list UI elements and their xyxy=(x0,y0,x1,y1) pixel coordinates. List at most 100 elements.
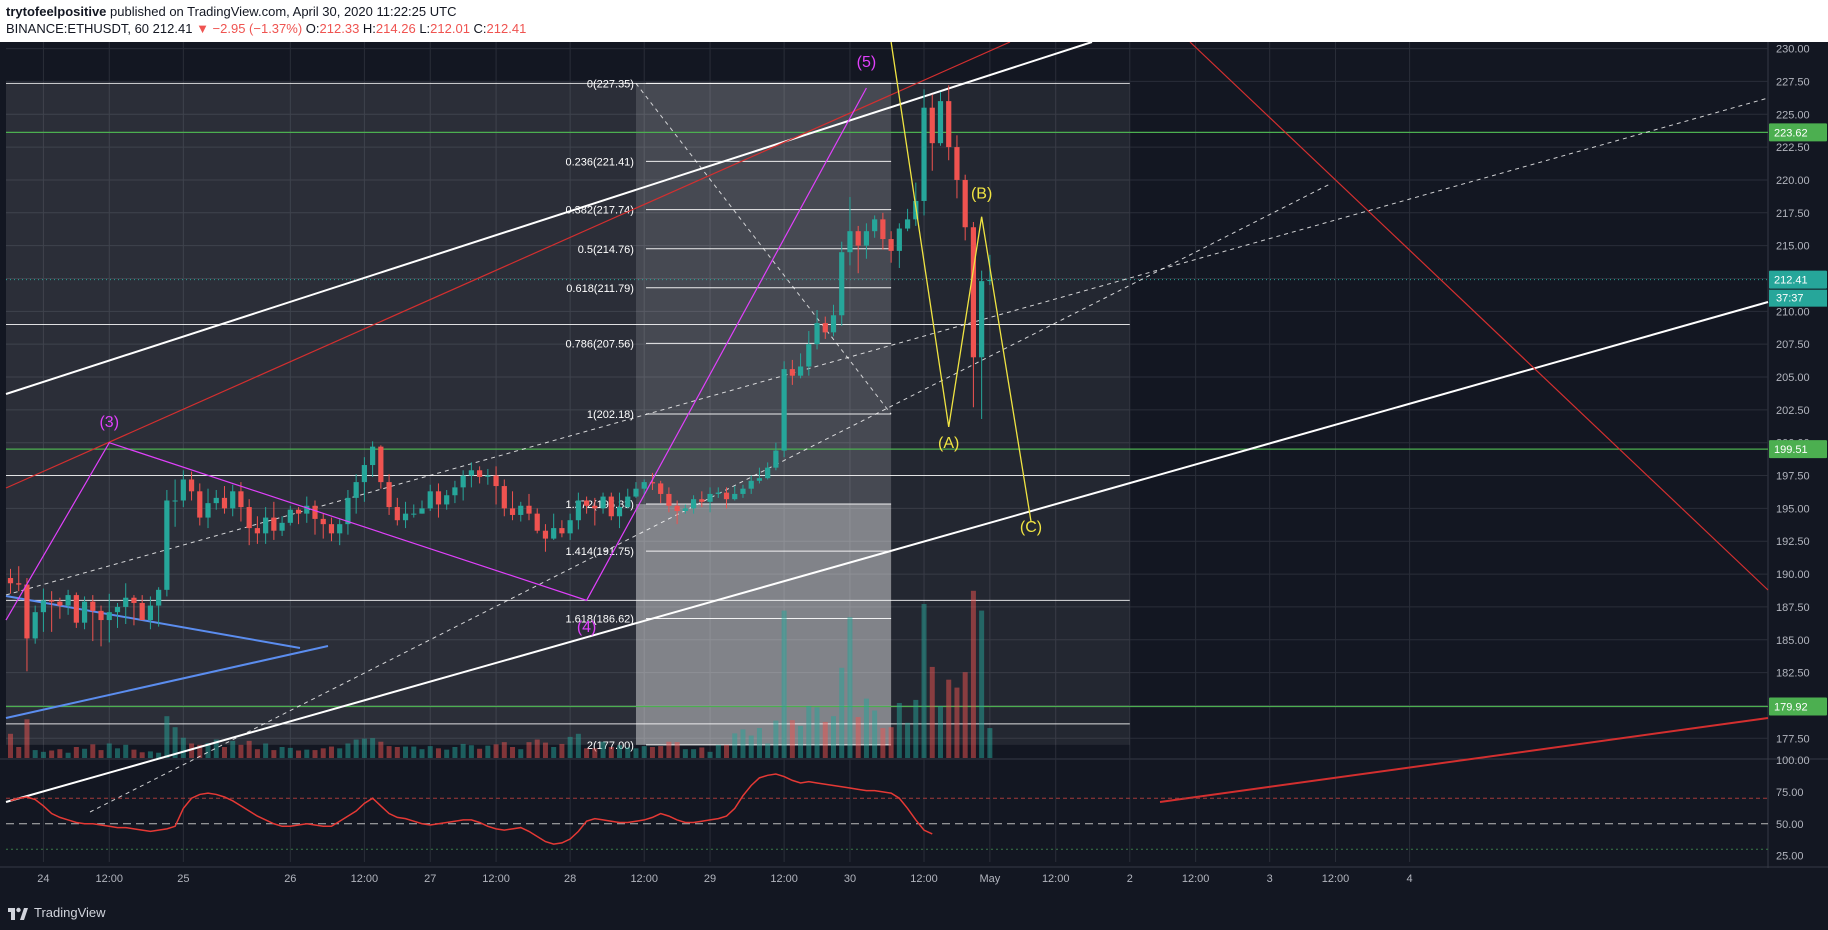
rsi-tick-label: 75.00 xyxy=(1776,787,1804,799)
price-tick-label: 210.00 xyxy=(1776,306,1810,318)
author-name[interactable]: trytofeelpositive xyxy=(6,4,107,19)
candle-body xyxy=(666,493,672,506)
volume-bar xyxy=(551,747,557,758)
volume-bar xyxy=(756,728,762,758)
fib-level-label: 2(177.00) xyxy=(587,740,634,752)
candle-body xyxy=(690,499,697,509)
volume-bar xyxy=(312,750,318,758)
candle-body xyxy=(361,465,367,483)
fib-level-label: 1.272(195.33) xyxy=(565,499,634,511)
volume-bar xyxy=(328,746,334,758)
chart-area[interactable]: 0(227.35) 0.236(221.41) 0.382(217.74) 0.5(2… xyxy=(0,42,1828,930)
time-tick-label: 12:00 xyxy=(770,873,798,885)
volume-bar xyxy=(304,749,310,758)
fib-level-label: 0.5(214.76) xyxy=(578,244,634,256)
volume-bar xyxy=(847,617,853,758)
symbol-label[interactable]: BINANCE:ETHUSDT, 60 xyxy=(6,21,150,36)
time-tick-label: 12:00 xyxy=(1322,873,1350,885)
chart-canvas[interactable]: 0(227.35) 0.236(221.41) 0.382(217.74) 0.5(2… xyxy=(0,42,1828,930)
volume-bar xyxy=(65,752,71,758)
volume-bar xyxy=(929,666,935,758)
candle-body xyxy=(559,528,565,534)
candle-body xyxy=(139,602,145,621)
rsi-line xyxy=(10,773,933,845)
volume-bar xyxy=(617,745,623,758)
candle-body xyxy=(509,508,516,515)
volume-bar xyxy=(765,743,771,758)
candle-body xyxy=(723,492,730,500)
candle-body xyxy=(674,505,680,512)
volume-bar xyxy=(625,747,631,758)
volume-bar xyxy=(197,744,203,758)
volume-bar xyxy=(82,748,88,758)
open-value: 212.33 xyxy=(319,21,360,36)
price-tick-label: 187.50 xyxy=(1776,602,1810,614)
candle-body xyxy=(337,524,343,534)
fib-level-label: 0.618(211.79) xyxy=(566,283,634,295)
price-tick-label: 215.00 xyxy=(1776,241,1810,253)
volume-bar xyxy=(24,719,30,758)
candle-body xyxy=(213,497,219,504)
wave-label: (A) xyxy=(938,435,959,452)
volume-bar xyxy=(468,745,474,758)
wave-label: (C) xyxy=(1020,519,1042,536)
volume-bar xyxy=(724,744,730,758)
volume-bar xyxy=(205,743,211,758)
fib-level-label: 1.414(191.75) xyxy=(565,546,634,558)
volume-bar xyxy=(172,727,178,758)
price-tick-label: 192.50 xyxy=(1776,536,1810,548)
candle-body xyxy=(575,500,581,521)
high-label: H: xyxy=(362,21,376,36)
volume-bar xyxy=(98,750,104,758)
countdown-badge: 37:37 xyxy=(1776,293,1804,305)
volume-bar xyxy=(518,749,524,758)
volume-bar xyxy=(666,741,672,758)
volume-bar xyxy=(230,740,236,758)
volume-bar xyxy=(962,672,968,758)
price-badge-background xyxy=(1769,270,1827,289)
time-tick-label: 29 xyxy=(704,873,716,885)
price-badge-background xyxy=(1769,123,1827,142)
candle-body xyxy=(699,499,705,502)
candle-body xyxy=(353,482,359,498)
candle-body xyxy=(328,524,335,534)
candle-body xyxy=(567,520,573,534)
candle-body xyxy=(592,505,598,509)
volume-bar xyxy=(781,610,787,758)
close-label: C: xyxy=(473,21,487,36)
candle-body xyxy=(781,369,787,451)
volume-bar xyxy=(946,679,952,758)
price-badge: 223.62 xyxy=(1774,127,1808,139)
fib-zone-right xyxy=(891,83,1130,745)
candle-body xyxy=(625,496,631,508)
candle-body xyxy=(16,583,22,585)
chart-background xyxy=(0,42,1828,930)
candle-body xyxy=(830,315,837,333)
candle-body xyxy=(7,578,14,584)
volume-bar xyxy=(600,741,606,758)
volume-bar xyxy=(114,748,120,758)
candle-body xyxy=(197,491,203,518)
volume-bar xyxy=(501,742,507,758)
candle-body xyxy=(987,279,993,282)
volume-bar xyxy=(649,747,655,758)
candle-body xyxy=(658,483,664,494)
candle-body xyxy=(402,513,409,521)
candle-body xyxy=(73,595,79,623)
candle-body xyxy=(246,507,252,529)
volume-bar xyxy=(608,747,614,758)
candle-body xyxy=(221,497,228,509)
candle-body xyxy=(419,508,425,514)
tradingview-brand[interactable]: TradingView xyxy=(8,905,106,920)
time-tick-label: 12:00 xyxy=(630,873,658,885)
candle-body xyxy=(254,528,260,534)
volume-bar xyxy=(839,667,845,758)
volume-bar xyxy=(378,741,384,758)
volume-bar xyxy=(814,707,820,758)
volume-bar xyxy=(954,687,960,758)
candle-body xyxy=(797,366,804,376)
candle-body xyxy=(584,500,590,506)
volume-bar xyxy=(403,746,409,758)
price-tick-label: 195.00 xyxy=(1776,503,1810,515)
rsi-tick-label: 50.00 xyxy=(1776,819,1804,831)
